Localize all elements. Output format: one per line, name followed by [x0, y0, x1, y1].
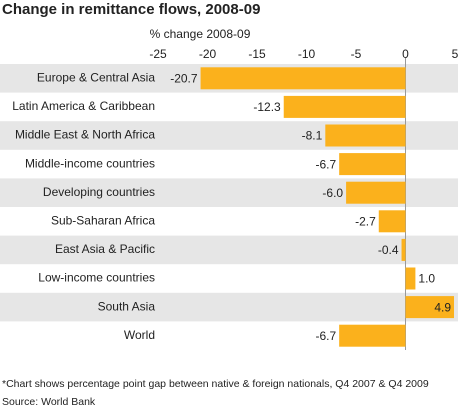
row-band: [0, 235, 458, 265]
source: Source: World Bank: [2, 396, 96, 408]
category-label: Middle East & North Africa: [15, 128, 155, 142]
row-band: [0, 292, 458, 322]
category-label: Low-income countries: [38, 271, 155, 285]
value-label: -12.3: [253, 100, 281, 114]
bar: [405, 296, 455, 319]
category-label: Latin America & Caribbean: [12, 99, 155, 113]
bar: [378, 210, 406, 233]
category-label: Middle-income countries: [25, 156, 155, 170]
category-label: South Asia: [98, 299, 156, 313]
category-label: East Asia & Pacific: [55, 242, 155, 256]
x-tick-label: -5: [351, 47, 362, 61]
bar: [325, 124, 406, 147]
chart-title: Change in remittance flows, 2008-09: [2, 1, 260, 18]
bar: [346, 181, 406, 204]
bar: [200, 67, 406, 90]
x-tick-label: -15: [248, 47, 266, 61]
category-label: Europe & Central Asia: [37, 70, 155, 84]
x-tick-label: -25: [149, 47, 167, 61]
bar: [339, 324, 406, 347]
bar: [405, 267, 416, 290]
value-label: -6.7: [315, 157, 336, 171]
value-label: -20.7: [170, 71, 198, 85]
bar: [339, 153, 406, 176]
category-label: Developing countries: [43, 185, 155, 199]
value-label: -6.0: [322, 186, 343, 200]
footnote: *Chart shows percentage point gap betwee…: [2, 378, 429, 390]
value-label: -8.1: [302, 129, 323, 143]
value-label: -6.7: [315, 329, 336, 343]
axis-label: % change 2008-09: [150, 27, 251, 41]
bar: [283, 95, 406, 118]
value-label: -2.7: [355, 214, 376, 228]
value-label: -0.4: [378, 243, 399, 257]
value-label: 4.9: [434, 300, 451, 314]
value-label: 1.0: [418, 272, 435, 286]
x-tick-label: 0: [402, 47, 409, 61]
x-tick-label: 5: [452, 47, 459, 61]
category-label: Sub-Saharan Africa: [51, 213, 155, 227]
bar: [401, 238, 406, 261]
x-tick-label: -20: [199, 47, 217, 61]
category-label: World: [124, 328, 155, 342]
x-tick-label: -10: [298, 47, 316, 61]
